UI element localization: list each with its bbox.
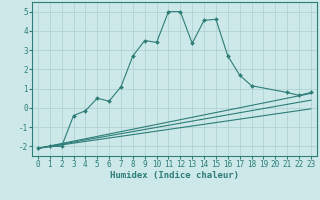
X-axis label: Humidex (Indice chaleur): Humidex (Indice chaleur) bbox=[110, 171, 239, 180]
